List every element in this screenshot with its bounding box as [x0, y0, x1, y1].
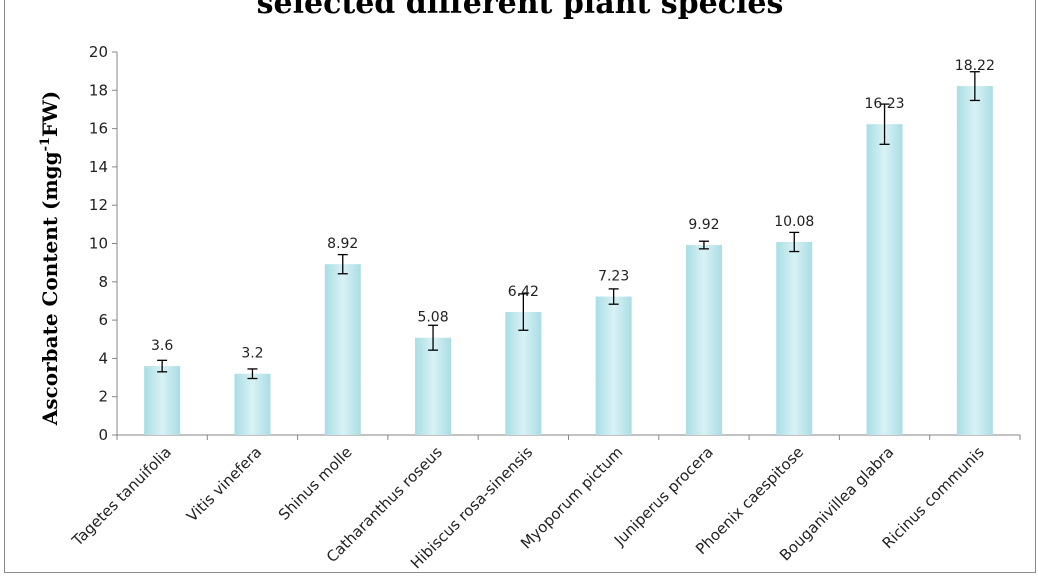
bar-chart: Ascorbate Content (mgg-1FW) 0 2 4 6 8 10 12 14 1…: [38, 43, 1021, 572]
y-tick-label: 14: [89, 158, 108, 176]
x-tick-label: Ricinus communis: [879, 443, 988, 552]
bar: [685, 245, 722, 435]
y-tick-label: 4: [98, 349, 108, 367]
x-tick-label: Tagetes tanuifolia: [68, 443, 175, 550]
y-tick-label: 12: [89, 196, 108, 214]
data-label: 18.22: [955, 58, 995, 74]
x-tick-label: Vitis vinefera: [183, 443, 265, 525]
y-tick-label: 20: [89, 43, 108, 61]
data-label: 7.23: [598, 269, 629, 285]
bar: [595, 296, 632, 435]
y-tick-label: 8: [98, 273, 108, 291]
data-label: 6.42: [508, 284, 539, 300]
data-label: 9.92: [688, 217, 719, 233]
x-tick-label: Juniperus procera: [610, 443, 717, 550]
data-label: 16.23: [865, 96, 905, 112]
data-label: 10.08: [774, 214, 814, 230]
y-tick-label: 16: [89, 120, 108, 138]
data-label: 3.2: [241, 346, 263, 362]
bar: [956, 86, 993, 435]
y-tick-label: 6: [98, 311, 108, 329]
data-label: 8.92: [327, 236, 358, 252]
y-tick-label: 0: [98, 426, 108, 444]
data-label: 3.6: [151, 338, 173, 354]
bar: [776, 241, 813, 435]
y-tick-label: 18: [89, 81, 108, 99]
chart-frame: selected different plant species Ascorba…: [4, 0, 1036, 573]
bar: [144, 366, 181, 435]
bar: [415, 337, 452, 435]
chart-title: selected different plant species: [256, 0, 784, 21]
x-tick-label: Shinus molle: [275, 443, 356, 524]
bar: [234, 373, 271, 435]
y-tick-label: 10: [89, 235, 108, 253]
bar: [866, 124, 903, 436]
y-axis-label: Ascorbate Content (mgg-1FW): [38, 91, 62, 426]
bar: [505, 312, 542, 435]
bar: [324, 264, 361, 435]
y-tick-label: 2: [98, 388, 108, 406]
data-label: 5.08: [417, 310, 448, 326]
svg-text:Ascorbate Content (mgg-1FW): Ascorbate Content (mgg-1FW): [38, 91, 62, 426]
